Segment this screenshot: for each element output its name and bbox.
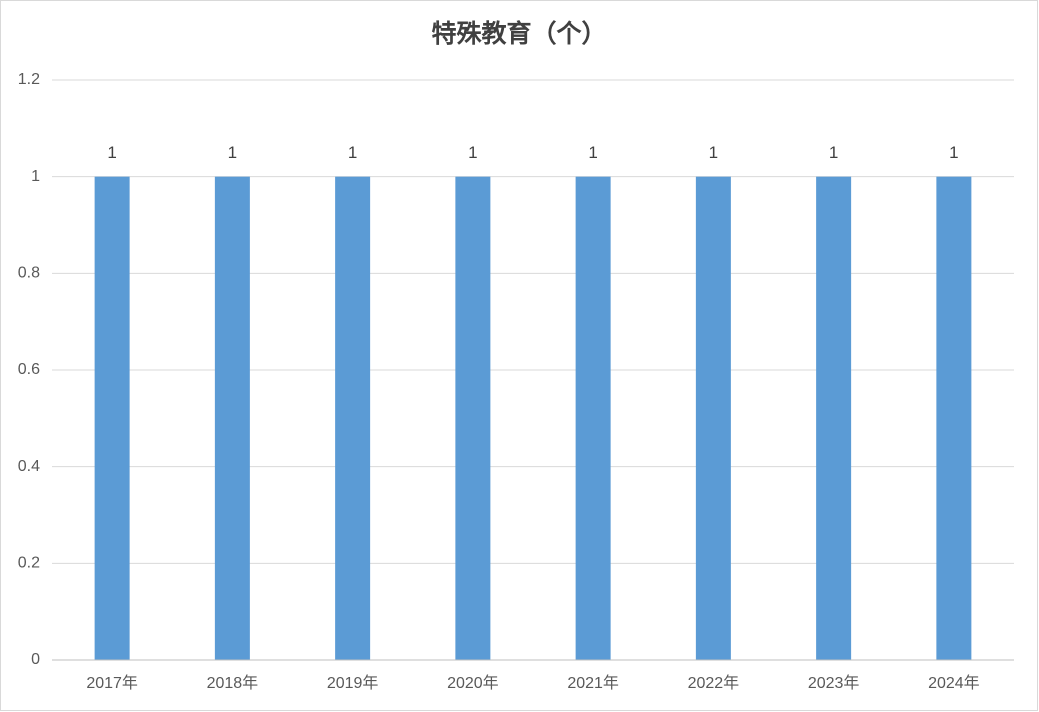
data-label: 1 xyxy=(949,143,958,162)
data-label: 1 xyxy=(348,143,357,162)
x-tick-label: 2021年 xyxy=(567,674,619,692)
bar xyxy=(575,176,611,660)
bar xyxy=(214,176,250,660)
bar xyxy=(94,176,130,660)
y-tick-label: 0.4 xyxy=(18,458,40,475)
x-tick-label: 2024年 xyxy=(928,674,980,692)
x-tick-label: 2020年 xyxy=(447,674,499,692)
x-tick-label: 2023年 xyxy=(808,674,860,692)
data-label: 1 xyxy=(829,143,838,162)
data-label: 1 xyxy=(107,143,116,162)
y-tick-label: 0.8 xyxy=(18,265,40,282)
data-label: 1 xyxy=(228,143,237,162)
x-tick-label: 2022年 xyxy=(688,674,740,692)
bar xyxy=(455,176,491,660)
bar xyxy=(936,176,972,660)
x-tick-label: 2018年 xyxy=(207,674,259,692)
y-tick-label: 0.2 xyxy=(18,555,40,572)
data-label: 1 xyxy=(468,143,477,162)
data-label: 1 xyxy=(588,143,597,162)
data-label: 1 xyxy=(709,143,718,162)
chart-title: 特殊教育（个） xyxy=(431,19,606,48)
y-tick-label: 1 xyxy=(31,168,40,185)
y-tick-label: 0 xyxy=(31,651,40,668)
x-tick-label: 2019年 xyxy=(327,674,379,692)
x-tick-label: 2017年 xyxy=(86,674,138,692)
bar xyxy=(816,176,852,660)
y-tick-label: 1.2 xyxy=(18,71,40,88)
bar xyxy=(335,176,371,660)
y-tick-label: 0.6 xyxy=(18,361,40,378)
bar xyxy=(695,176,731,660)
